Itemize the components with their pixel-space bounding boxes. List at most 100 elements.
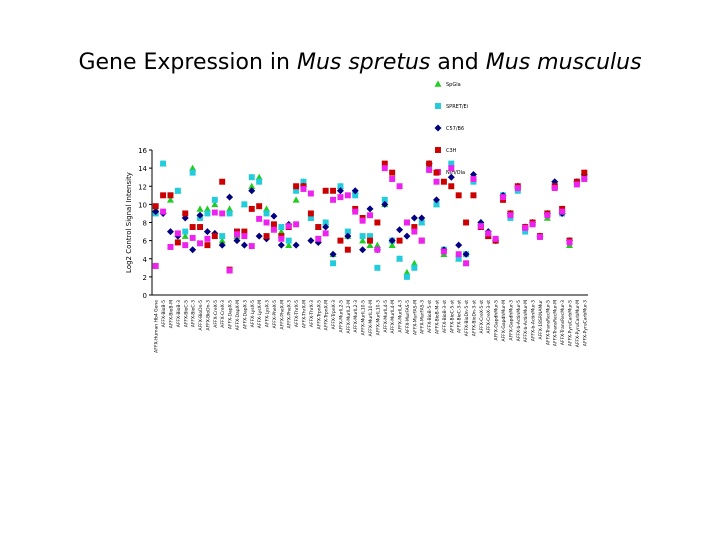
data-point — [189, 164, 197, 171]
data-point — [359, 217, 366, 224]
data-point — [204, 210, 211, 217]
data-point — [367, 233, 373, 240]
data-point — [462, 250, 470, 258]
legend-label: C3H — [446, 148, 457, 154]
x-tick-label: AFFX-BioB-5-st — [427, 300, 433, 333]
data-point — [551, 185, 558, 192]
legend-label: SPRET/Ei — [446, 104, 468, 110]
data-point — [248, 187, 256, 195]
data-point — [500, 194, 506, 201]
data-point — [322, 230, 329, 237]
data-point — [381, 160, 388, 167]
data-point — [293, 183, 300, 190]
data-point — [196, 211, 204, 219]
x-tick-label: AFFX-b-ActinMur-M — [523, 300, 529, 342]
data-point — [204, 242, 211, 249]
x-tick-label: AFFX-MurIL10-5 — [361, 300, 367, 336]
legend-label: NIH/Ola — [446, 170, 465, 176]
data-point — [307, 237, 315, 245]
data-point — [359, 246, 367, 254]
x-tick-label: AFFX-PheX-5 — [272, 300, 278, 329]
data-point — [470, 192, 477, 199]
data-point — [344, 192, 351, 199]
data-point — [418, 219, 425, 226]
data-point — [256, 203, 263, 210]
data-point — [374, 264, 381, 271]
x-tick-label: AFFX-PheX-M — [279, 300, 285, 330]
data-point — [403, 232, 411, 240]
data-point — [315, 235, 322, 242]
x-tick-label: AFFX-BioB-M-st — [435, 300, 441, 334]
data-point — [197, 240, 204, 247]
data-point — [256, 215, 263, 222]
data-point — [292, 241, 300, 249]
data-point — [388, 237, 396, 245]
x-tick-label: AFFX-CreX-5-st — [479, 300, 485, 334]
x-tick-label: AFFX-CreX-3-st — [486, 300, 492, 334]
data-point — [255, 232, 263, 240]
data-point — [566, 239, 573, 246]
y-tick-label: 16 — [138, 147, 147, 155]
x-tick-label: AFFX-BioB-M — [168, 300, 174, 328]
data-point — [226, 193, 234, 201]
x-tick-label: AFFX-TrpnX-M — [324, 300, 330, 330]
legend-label: C57/B6 — [446, 126, 464, 132]
data-point — [403, 219, 410, 226]
data-point — [411, 224, 418, 231]
x-tick-label: AFFX-b-ActinMur-3 — [531, 300, 537, 341]
data-point — [455, 241, 463, 249]
data-point — [189, 234, 196, 241]
x-tick-label: AFFX-BioB-5 — [161, 300, 167, 327]
data-point — [381, 196, 388, 203]
data-point — [448, 165, 455, 172]
x-tick-label: AFFX-MurIL2-M — [346, 300, 352, 334]
x-tick-label: AFFX-PheX-3 — [287, 300, 293, 329]
data-point — [160, 208, 167, 215]
data-point — [330, 196, 337, 203]
data-point — [166, 228, 174, 236]
data-point — [337, 237, 344, 244]
data-point — [418, 237, 425, 244]
data-point — [219, 178, 226, 185]
series-4 — [152, 165, 588, 274]
data-point — [315, 224, 322, 231]
x-tick-label: AFFX-PyruCarbMur-3 — [582, 300, 588, 346]
data-point — [447, 173, 455, 181]
data-point — [529, 221, 536, 228]
data-point — [492, 235, 499, 242]
data-point — [373, 241, 381, 248]
data-point — [211, 200, 219, 208]
data-point — [522, 224, 529, 231]
x-tick-label: AFFX-BioB-3-st — [442, 300, 448, 333]
x-tick-label: AFFX-GapdhMur-5 — [494, 300, 500, 341]
data-point — [270, 226, 277, 233]
x-tick-label: AFFX-DapX-5 — [228, 300, 234, 329]
data-point — [218, 241, 226, 249]
data-point — [403, 273, 410, 280]
data-point — [203, 205, 211, 212]
x-tick-label: AFFX-MurIL2-5 — [338, 300, 344, 333]
legend-label: SpGla — [446, 82, 461, 88]
data-point — [322, 219, 329, 226]
legend-marker — [435, 103, 441, 109]
data-point — [389, 176, 396, 182]
data-point — [189, 246, 197, 254]
data-point — [433, 178, 440, 185]
data-point — [181, 232, 189, 239]
x-tick-label: AFFX-TrpnX-3 — [331, 300, 337, 329]
data-point — [330, 187, 337, 194]
x-tick-label: AFFX-DapX-M — [235, 300, 241, 330]
data-point — [307, 214, 314, 221]
data-point — [307, 210, 314, 217]
data-point — [418, 214, 426, 222]
data-point — [344, 232, 352, 240]
x-tick-label: AFFX-GapdhMur-3 — [508, 300, 514, 341]
data-point — [433, 169, 440, 176]
x-tick-label: AFFX-BioC-3 — [191, 300, 197, 327]
y-tick-label: 0 — [143, 292, 147, 300]
data-point — [410, 214, 418, 222]
data-point — [277, 228, 285, 235]
data-point — [336, 187, 344, 195]
data-point — [197, 224, 204, 231]
